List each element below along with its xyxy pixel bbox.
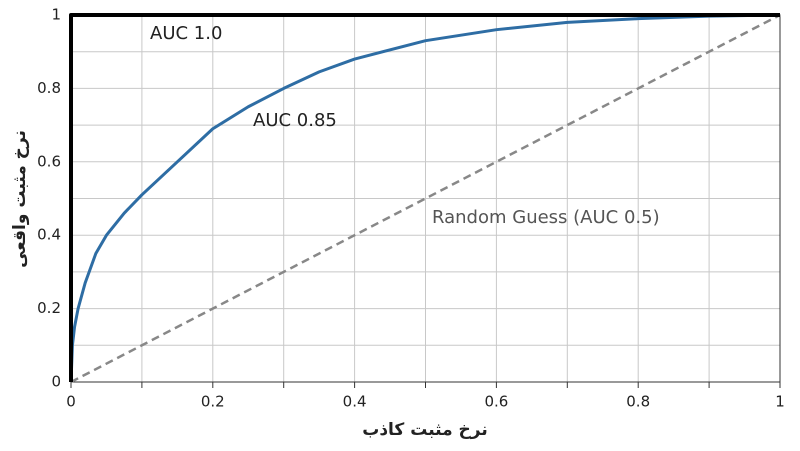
- y-axis-label: نرخ مثبت واقعی: [10, 130, 30, 268]
- x-tick-label: 0.6: [484, 393, 508, 411]
- series-label: AUC 1.0: [150, 23, 222, 44]
- x-tick-label: 0.2: [201, 393, 225, 411]
- y-tick-label: 1: [51, 6, 61, 24]
- y-tick-label: 0.4: [37, 226, 61, 244]
- y-tick-label: 0.2: [37, 299, 61, 317]
- x-tick-label: 0.8: [626, 393, 650, 411]
- series-label: AUC 0.85: [253, 110, 337, 131]
- x-tick-label: 1: [775, 393, 785, 411]
- y-tick-label: 0: [51, 373, 61, 391]
- series-line: [69, 13, 780, 382]
- y-tick-label: 0.8: [37, 79, 61, 97]
- x-tick-label: 0.4: [343, 393, 367, 411]
- series-label: Random Guess (AUC 0.5): [432, 207, 660, 228]
- series-line: [69, 13, 781, 383]
- x-tick-label: 0: [66, 393, 76, 411]
- series-line: [70, 13, 781, 384]
- y-tick-label: 0.6: [37, 152, 61, 170]
- x-axis-label: نرخ مثبت کاذب: [362, 420, 488, 440]
